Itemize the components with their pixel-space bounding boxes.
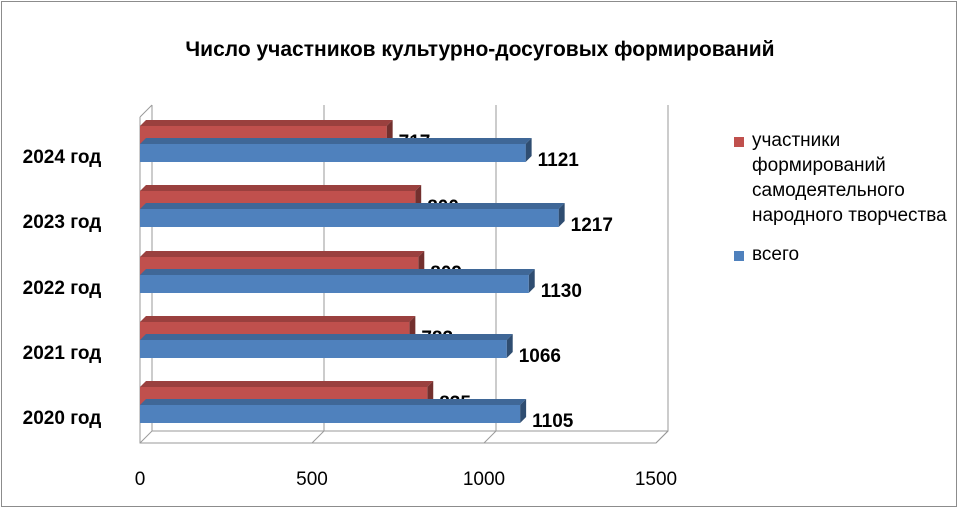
bar-total	[140, 144, 526, 162]
bar-side	[528, 269, 535, 293]
gridline-floor	[655, 430, 669, 444]
bar-total	[140, 275, 529, 293]
chart-legend: участники формирований самодеятельного н…	[732, 128, 952, 279]
category-label: 2022 год	[23, 278, 102, 299]
category-label: 2020 год	[23, 408, 102, 429]
chart-title: Число участников культурно-досуговых фор…	[185, 38, 775, 61]
bar-total	[140, 340, 507, 358]
legend-swatch-total	[734, 251, 744, 261]
bar-top	[140, 381, 434, 387]
bar-side	[520, 399, 527, 423]
legend-label-participants: участники формирований самодеятельного н…	[752, 130, 947, 226]
legend-item-total: всего	[732, 242, 952, 267]
x-tick-label: 1000	[463, 469, 505, 490]
x-tick-label: 0	[135, 469, 146, 490]
category-label: 2024 год	[23, 147, 102, 168]
data-label: 1105	[532, 411, 574, 432]
bar-top	[140, 316, 416, 322]
x-tick-label: 500	[296, 469, 328, 490]
legend-swatch-participants	[734, 137, 744, 147]
legend-item-participants: участники формирований самодеятельного н…	[732, 128, 952, 228]
bar-top	[140, 269, 535, 275]
bar-top	[140, 334, 513, 340]
legend-label-total: всего	[752, 244, 800, 265]
category-label: 2021 год	[23, 343, 102, 364]
bar-side	[558, 203, 565, 227]
data-label: 1121	[538, 150, 580, 171]
gridline-floor	[483, 430, 497, 444]
bar-side	[506, 334, 513, 358]
bar-total	[140, 209, 559, 227]
bar-top	[140, 120, 393, 126]
gridline-floor	[139, 430, 153, 444]
data-label: 1130	[541, 281, 582, 302]
bar-total	[140, 405, 521, 423]
bar-top	[140, 203, 565, 209]
bar-side	[525, 138, 532, 162]
bar-top	[140, 138, 532, 144]
bar-top	[140, 185, 422, 191]
gridline-floor	[311, 430, 325, 444]
x-tick-label: 1500	[635, 469, 677, 490]
data-label: 1066	[519, 346, 561, 367]
bar-top	[140, 251, 425, 257]
bar-top	[140, 399, 527, 405]
data-label: 1217	[571, 215, 613, 236]
category-label: 2023 год	[23, 212, 102, 233]
